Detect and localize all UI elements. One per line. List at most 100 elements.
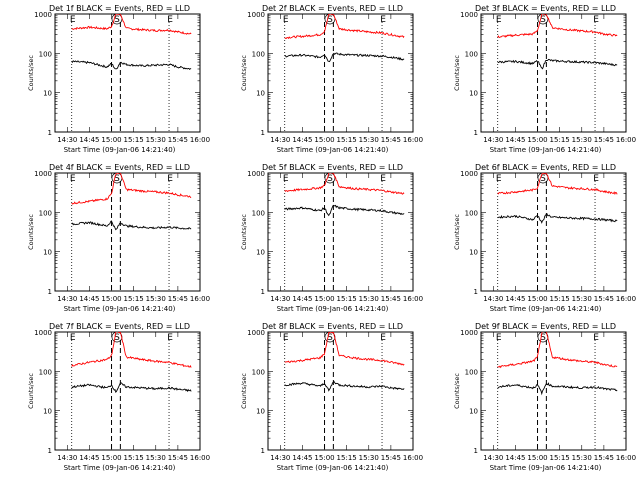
x-tick-label: 15:15 [124, 136, 144, 144]
x-tick-label: 15:00 [314, 454, 334, 462]
x-tick-label: 15:30 [572, 295, 592, 303]
marker-label: E [593, 15, 599, 25]
y-tick-label: 1000 [247, 329, 265, 337]
panel-frame [267, 13, 414, 133]
y-tick-label: 1000 [247, 11, 265, 19]
x-tick-label: 15:45 [594, 295, 614, 303]
x-tick-label: 15:30 [359, 454, 379, 462]
x-tick-label: 15:45 [381, 136, 401, 144]
series-line-events [71, 60, 192, 70]
series-line-lld [71, 332, 192, 368]
x-tick-label: 15:45 [168, 136, 188, 144]
marker-label: E [70, 333, 76, 343]
y-tick-label: 1 [48, 129, 52, 137]
y-tick-label: 100 [39, 209, 52, 217]
x-tick-label: 15:45 [381, 454, 401, 462]
y-axis-label: Counts/sec [453, 373, 461, 409]
y-tick-label: 1 [48, 288, 52, 296]
series-line-events [71, 382, 192, 393]
chart-panel: Det 6f BLACK = Events, RED = LLD 1 10 100 10… [453, 163, 636, 313]
series-line-lld [497, 173, 618, 195]
series-line-events [497, 382, 618, 396]
x-tick-label: 14:30 [483, 454, 503, 462]
y-axis-label: Counts/sec [240, 373, 248, 409]
y-axis-label: Counts/sec [27, 55, 35, 91]
x-tick-label: 15:00 [101, 136, 121, 144]
marker-label: E [167, 174, 173, 184]
x-tick-label: 15:00 [527, 136, 547, 144]
chart-panel: Det 9f BLACK = Events, RED = LLD 1 10 100 10… [453, 322, 636, 472]
marker-label: S [114, 174, 120, 184]
x-axis-label: Start Time (09-Jan-06 14:21:40) [64, 305, 176, 313]
x-tick-label: 14:30 [270, 136, 290, 144]
marker-label: E [167, 333, 173, 343]
x-tick-label: 15:00 [527, 454, 547, 462]
y-tick-label: 100 [465, 50, 478, 58]
panel-title: Det 5f BLACK = Events, RED = LLD [262, 163, 403, 172]
x-tick-label: 15:00 [527, 295, 547, 303]
y-tick-label: 1 [48, 447, 52, 455]
x-tick-label: 16:00 [616, 454, 636, 462]
x-axis-label: Start Time (09-Jan-06 14:21:40) [490, 146, 602, 154]
marker-label: E [496, 15, 502, 25]
y-axis-label: Counts/sec [453, 214, 461, 250]
y-tick-label: 1 [474, 288, 478, 296]
panel-frame [267, 331, 414, 451]
marker-label: E [593, 174, 599, 184]
x-tick-label: 15:45 [381, 295, 401, 303]
series-line-events [284, 204, 405, 217]
marker-label: S [327, 174, 333, 184]
series-line-events [284, 380, 405, 392]
x-tick-label: 15:15 [550, 136, 570, 144]
y-axis-label: Counts/sec [240, 214, 248, 250]
x-tick-label: 14:45 [79, 295, 99, 303]
y-tick-label: 1000 [247, 170, 265, 178]
x-tick-label: 14:45 [79, 454, 99, 462]
x-tick-label: 15:30 [572, 454, 592, 462]
x-tick-label: 15:15 [337, 136, 357, 144]
y-tick-label: 10 [43, 90, 52, 98]
y-tick-label: 100 [39, 50, 52, 58]
y-tick-label: 1 [261, 129, 265, 137]
x-tick-label: 15:30 [146, 454, 166, 462]
marker-label: S [540, 15, 546, 25]
x-tick-label: 14:30 [57, 295, 77, 303]
x-axis-label: Start Time (09-Jan-06 14:21:40) [277, 305, 389, 313]
x-tick-label: 16:00 [616, 136, 636, 144]
chart-panel: Det 2f BLACK = Events, RED = LLD 1 10 100 10… [240, 4, 423, 154]
x-tick-label: 14:30 [483, 136, 503, 144]
x-tick-label: 16:00 [190, 295, 210, 303]
marker-label: E [593, 333, 599, 343]
series-line-lld [71, 14, 192, 35]
x-tick-label: 14:45 [292, 136, 312, 144]
x-tick-label: 15:15 [550, 454, 570, 462]
marker-label: S [114, 15, 120, 25]
y-tick-label: 1000 [460, 11, 478, 19]
x-tick-label: 15:30 [146, 136, 166, 144]
marker-label: E [167, 15, 173, 25]
y-tick-label: 1000 [34, 11, 52, 19]
x-axis-label: Start Time (09-Jan-06 14:21:40) [490, 305, 602, 313]
y-tick-label: 10 [469, 249, 478, 257]
y-tick-label: 1 [474, 129, 478, 137]
chart-panel: Det 4f BLACK = Events, RED = LLD 1 10 100 10… [27, 163, 210, 313]
panel-title: Det 2f BLACK = Events, RED = LLD [262, 4, 403, 13]
x-tick-label: 14:30 [57, 454, 77, 462]
marker-label: E [70, 174, 76, 184]
marker-label: S [540, 174, 546, 184]
series-line-events [284, 52, 405, 63]
panel-title: Det 3f BLACK = Events, RED = LLD [475, 4, 616, 13]
y-tick-label: 100 [465, 209, 478, 217]
y-tick-label: 10 [256, 408, 265, 416]
x-tick-label: 15:00 [314, 295, 334, 303]
y-axis-label: Counts/sec [27, 373, 35, 409]
y-tick-label: 10 [469, 408, 478, 416]
panel-frame [480, 13, 627, 133]
x-axis-label: Start Time (09-Jan-06 14:21:40) [64, 146, 176, 154]
chart-panel: Det 5f BLACK = Events, RED = LLD 1 10 100 10… [240, 163, 423, 313]
panel-title: Det 8f BLACK = Events, RED = LLD [262, 322, 403, 331]
x-tick-label: 15:15 [337, 454, 357, 462]
marker-circle [537, 13, 549, 25]
x-tick-label: 15:00 [314, 136, 334, 144]
